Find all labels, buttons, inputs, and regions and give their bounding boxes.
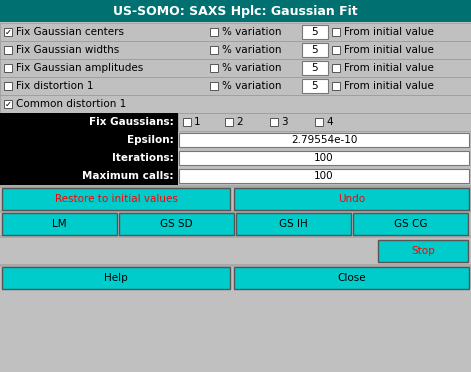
Bar — [234, 267, 469, 289]
Bar — [178, 113, 471, 131]
Bar — [119, 213, 234, 235]
Text: GS CG: GS CG — [394, 219, 427, 229]
Bar — [2, 267, 230, 289]
Bar — [234, 188, 469, 210]
Bar — [179, 133, 469, 147]
Text: From initial value: From initial value — [344, 27, 434, 37]
Bar — [4, 82, 12, 90]
Text: % variation: % variation — [222, 63, 282, 73]
Bar — [332, 28, 340, 36]
Text: Fix Gaussian amplitudes: Fix Gaussian amplitudes — [16, 63, 143, 73]
Bar — [4, 100, 12, 108]
Bar — [332, 82, 340, 90]
Bar — [210, 46, 218, 54]
Bar — [270, 118, 278, 126]
Text: US-SOMO: SAXS Hplc: Gaussian Fit: US-SOMO: SAXS Hplc: Gaussian Fit — [113, 4, 358, 17]
Text: 100: 100 — [314, 153, 334, 163]
Bar — [0, 185, 471, 188]
Text: 3: 3 — [281, 117, 288, 127]
Bar — [0, 59, 471, 77]
Bar — [179, 169, 469, 183]
Bar — [236, 213, 351, 235]
Text: 1: 1 — [194, 117, 201, 127]
Bar — [4, 28, 12, 36]
Bar — [332, 64, 340, 72]
Text: 5: 5 — [312, 27, 318, 37]
Text: Fix distortion 1: Fix distortion 1 — [16, 81, 94, 91]
Text: Undo: Undo — [338, 194, 365, 204]
Text: 2.79554e-10: 2.79554e-10 — [291, 135, 357, 145]
Text: Restore to initial values: Restore to initial values — [55, 194, 178, 204]
Text: GS SD: GS SD — [160, 219, 193, 229]
Bar — [179, 151, 469, 165]
Bar — [332, 46, 340, 54]
Bar — [0, 0, 471, 22]
Text: Iterations:: Iterations: — [112, 153, 174, 163]
Bar — [0, 41, 471, 59]
Bar — [378, 240, 468, 262]
Text: Maximum calls:: Maximum calls: — [82, 171, 174, 181]
Text: From initial value: From initial value — [344, 45, 434, 55]
Bar — [210, 82, 218, 90]
Text: 5: 5 — [312, 81, 318, 91]
Text: ✓: ✓ — [5, 28, 11, 36]
Bar — [302, 79, 328, 93]
Bar — [0, 264, 471, 267]
Bar — [210, 64, 218, 72]
Text: Close: Close — [337, 273, 366, 283]
Text: Stop: Stop — [411, 246, 435, 256]
Text: % variation: % variation — [222, 27, 282, 37]
Text: Fix Gaussians:: Fix Gaussians: — [89, 117, 174, 127]
Text: From initial value: From initial value — [344, 63, 434, 73]
Text: 5: 5 — [312, 63, 318, 73]
Text: Help: Help — [104, 273, 128, 283]
Text: 5: 5 — [312, 45, 318, 55]
Bar — [183, 118, 191, 126]
Bar — [2, 213, 117, 235]
Text: Epsilon:: Epsilon: — [127, 135, 174, 145]
Bar — [4, 64, 12, 72]
Bar — [0, 23, 471, 41]
Bar — [4, 46, 12, 54]
Text: From initial value: From initial value — [344, 81, 434, 91]
Bar — [302, 25, 328, 39]
Text: LM: LM — [52, 219, 67, 229]
Text: Fix Gaussian centers: Fix Gaussian centers — [16, 27, 124, 37]
Text: GS IH: GS IH — [279, 219, 308, 229]
Text: % variation: % variation — [222, 81, 282, 91]
Bar — [2, 188, 230, 210]
Bar — [0, 238, 471, 264]
Bar — [210, 28, 218, 36]
Bar — [302, 61, 328, 75]
Bar — [0, 210, 471, 213]
Bar — [302, 43, 328, 57]
Text: 100: 100 — [314, 171, 334, 181]
Text: Fix Gaussian widths: Fix Gaussian widths — [16, 45, 119, 55]
Bar — [0, 113, 178, 185]
Bar — [315, 118, 323, 126]
Bar — [225, 118, 233, 126]
Text: ✓: ✓ — [5, 99, 11, 109]
Text: Common distortion 1: Common distortion 1 — [16, 99, 126, 109]
Bar — [0, 235, 471, 238]
Bar — [353, 213, 468, 235]
Bar — [0, 77, 471, 95]
Text: 2: 2 — [236, 117, 243, 127]
Text: 4: 4 — [326, 117, 333, 127]
Bar — [0, 95, 471, 113]
Text: % variation: % variation — [222, 45, 282, 55]
